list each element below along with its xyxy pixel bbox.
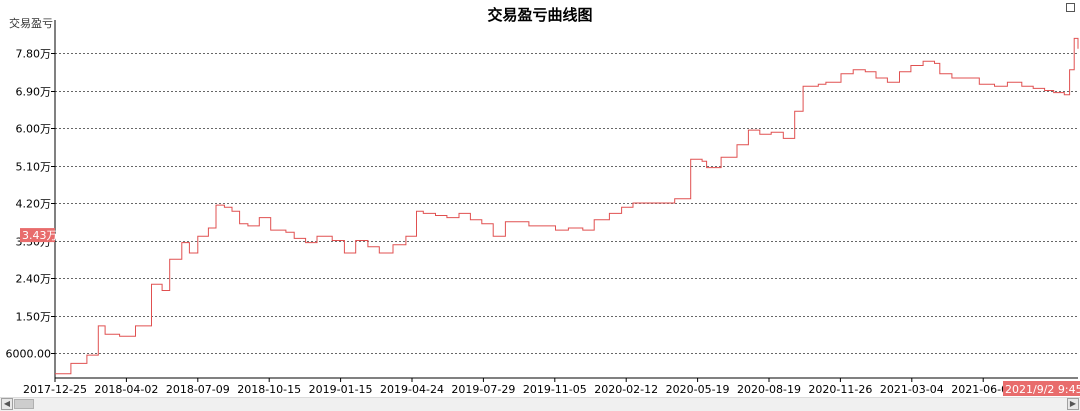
y-tick-label: 6000.00 <box>6 348 52 361</box>
cursor-y-label: 3.43万 <box>22 229 58 242</box>
x-tick-label: 2021-06-09 <box>951 383 1015 396</box>
scroll-thumb[interactable] <box>14 399 34 409</box>
cursor-labels: 3.43万 2021/9/2 9:45:0 <box>20 228 1080 396</box>
x-tick-label: 2018-07-09 <box>166 383 230 396</box>
cursor-y-box <box>20 228 55 243</box>
x-tick-label: 2019-04-24 <box>380 383 444 396</box>
y-axis-label: 交易盈亏 <box>9 17 53 30</box>
cursor-x-label: 2021/9/2 9:45:0 <box>1005 383 1080 396</box>
x-axis-ticks: 2017-12-25 2018-04-02 2018-07-09 2018-10-15… <box>23 378 1015 396</box>
scroll-left-arrow-icon[interactable]: ◀ <box>1 398 13 410</box>
chart-title: 交易盈亏曲线图 <box>487 6 593 24</box>
axes <box>54 20 1078 379</box>
x-tick-label: 2018-04-02 <box>94 383 158 396</box>
x-tick-label: 2018-10-15 <box>237 383 301 396</box>
y-axis-ticks: 6000.001.50万2.40万3.30万4.20万5.10万6.00万6.9… <box>6 48 55 361</box>
y-tick-label: 2.40万 <box>16 273 52 286</box>
x-tick-label: 2020-11-26 <box>808 383 872 396</box>
y-tick-label: 4.20万 <box>16 198 52 211</box>
series-line <box>55 37 1079 375</box>
cursor-x-box <box>1003 381 1080 396</box>
grid-lines <box>55 53 1078 354</box>
y-tick-label: 6.00万 <box>16 123 52 136</box>
series <box>55 37 1079 375</box>
x-tick-label: 2019-01-15 <box>309 383 373 396</box>
x-tick-label: 2020-05-19 <box>666 383 730 396</box>
x-tick-label: 2019-07-29 <box>451 383 515 396</box>
y-tick-label: 7.80万 <box>16 48 52 61</box>
scroll-right-arrow-icon[interactable]: ▶ <box>1067 398 1079 410</box>
x-tick-label: 2020-02-12 <box>594 383 658 396</box>
y-tick-label: 5.10万 <box>16 161 52 174</box>
horizontal-scrollbar[interactable]: ◀ ▶ <box>0 397 1080 411</box>
maximize-button[interactable] <box>1066 3 1075 12</box>
x-tick-label: 2020-08-19 <box>737 383 801 396</box>
y-tick-label: 1.50万 <box>16 311 52 324</box>
x-tick-label: 2021-03-04 <box>880 383 944 396</box>
x-tick-label: 2017-12-25 <box>23 383 87 396</box>
y-tick-label: 6.90万 <box>16 86 52 99</box>
x-tick-label: 2019-11-05 <box>523 383 587 396</box>
